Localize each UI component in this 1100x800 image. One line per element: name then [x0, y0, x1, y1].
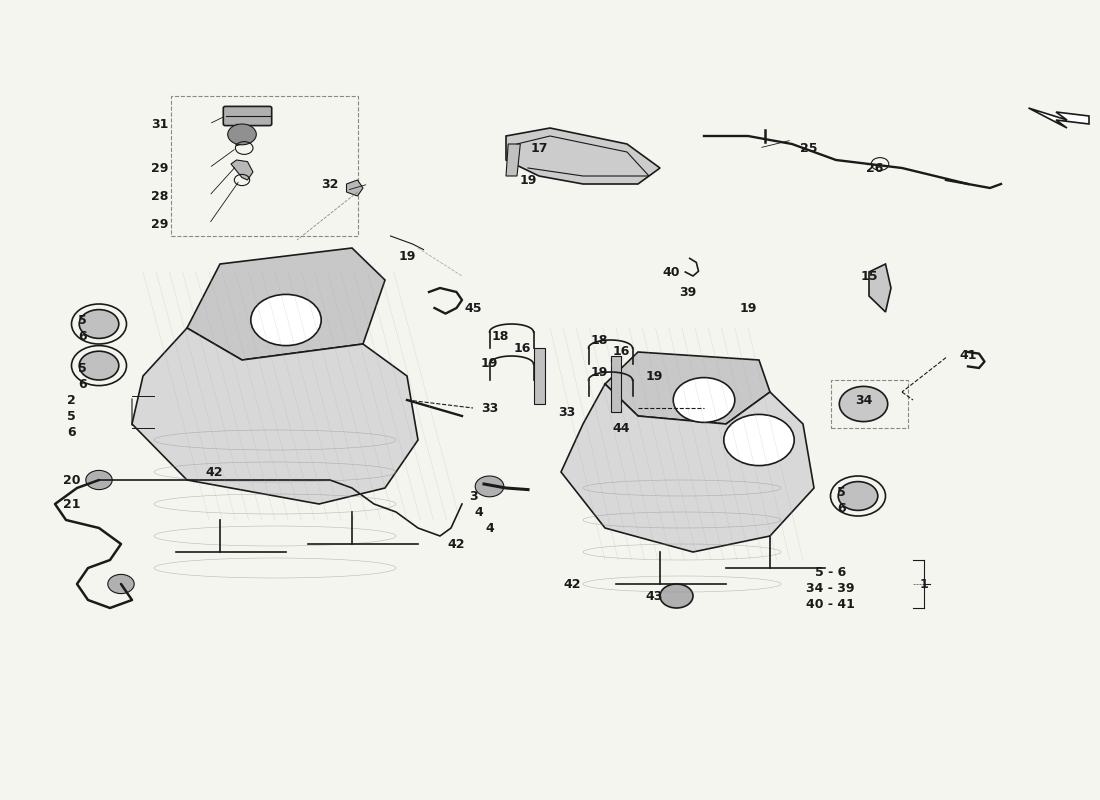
Text: 1: 1 [920, 578, 928, 590]
Polygon shape [869, 264, 891, 312]
Text: 5: 5 [78, 362, 87, 374]
Text: 19: 19 [519, 174, 537, 186]
Text: 21: 21 [63, 498, 80, 510]
Text: 40 - 41: 40 - 41 [806, 598, 855, 610]
Text: 5 - 6: 5 - 6 [815, 566, 846, 578]
Polygon shape [506, 144, 520, 176]
Text: 19: 19 [398, 250, 416, 262]
Polygon shape [534, 348, 544, 404]
Text: 16: 16 [514, 342, 531, 354]
Polygon shape [1028, 108, 1089, 128]
Text: 41: 41 [959, 350, 977, 362]
Text: 19: 19 [591, 366, 608, 378]
Polygon shape [346, 180, 363, 196]
Text: 34 - 39: 34 - 39 [806, 582, 855, 594]
Text: 6: 6 [837, 502, 846, 514]
Circle shape [660, 584, 693, 608]
Polygon shape [234, 124, 248, 146]
Text: 25: 25 [800, 142, 817, 154]
Text: 45: 45 [464, 302, 482, 314]
Circle shape [838, 482, 878, 510]
Text: 33: 33 [558, 406, 575, 418]
Text: 20: 20 [63, 474, 80, 486]
Text: 18: 18 [492, 330, 509, 342]
Circle shape [79, 351, 119, 380]
Text: 5: 5 [837, 486, 846, 498]
Text: 32: 32 [321, 178, 339, 190]
Text: 28: 28 [151, 190, 168, 202]
Text: 3: 3 [469, 490, 477, 502]
Text: 6: 6 [78, 378, 87, 390]
Polygon shape [605, 352, 770, 424]
Text: 19: 19 [739, 302, 757, 314]
Text: 18: 18 [591, 334, 608, 346]
Circle shape [228, 124, 256, 145]
Text: 19: 19 [646, 370, 663, 382]
Text: 19: 19 [481, 358, 498, 370]
FancyBboxPatch shape [223, 106, 272, 126]
Text: 15: 15 [860, 270, 878, 282]
Text: 5: 5 [67, 410, 76, 422]
Polygon shape [132, 328, 418, 504]
Text: 43: 43 [646, 590, 663, 602]
Text: 16: 16 [613, 346, 630, 358]
Text: 6: 6 [67, 426, 76, 438]
Circle shape [86, 470, 112, 490]
Text: 42: 42 [206, 466, 223, 478]
Polygon shape [231, 160, 253, 180]
Circle shape [79, 310, 119, 338]
Text: 44: 44 [613, 422, 630, 434]
Text: 29: 29 [151, 162, 168, 174]
Polygon shape [506, 128, 660, 184]
Circle shape [475, 476, 504, 497]
Circle shape [673, 378, 735, 422]
Text: 6: 6 [78, 330, 87, 342]
Text: 31: 31 [151, 118, 168, 130]
Polygon shape [187, 248, 385, 360]
Text: 17: 17 [530, 142, 548, 154]
Text: 40: 40 [662, 266, 680, 278]
Text: 33: 33 [481, 402, 498, 414]
Circle shape [108, 574, 134, 594]
Text: 39: 39 [679, 286, 696, 298]
Text: 5: 5 [78, 314, 87, 326]
Text: 29: 29 [151, 218, 168, 230]
Text: 34: 34 [855, 394, 872, 406]
Text: 4: 4 [485, 522, 494, 534]
Circle shape [724, 414, 794, 466]
Polygon shape [561, 384, 814, 552]
Circle shape [839, 386, 888, 422]
Text: 4: 4 [474, 506, 483, 518]
Text: 42: 42 [563, 578, 581, 590]
Text: 42: 42 [448, 538, 465, 550]
Text: 2: 2 [67, 394, 76, 406]
Text: 26: 26 [866, 162, 883, 174]
Circle shape [251, 294, 321, 346]
Polygon shape [610, 356, 621, 412]
